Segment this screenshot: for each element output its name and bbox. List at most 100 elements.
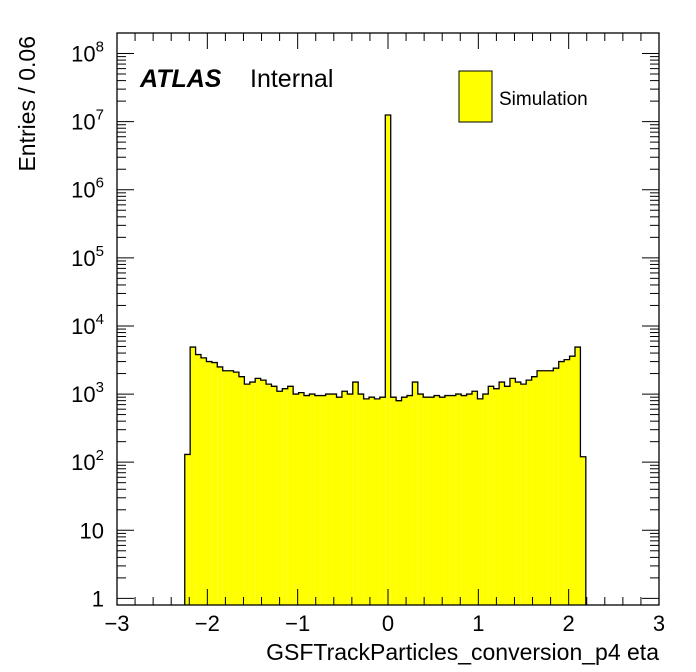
y-tick-label: 108 bbox=[71, 39, 104, 67]
histogram-bin bbox=[472, 391, 478, 605]
x-tick-label: −1 bbox=[285, 611, 310, 636]
histogram-bin bbox=[450, 395, 456, 605]
histogram-bin bbox=[249, 382, 256, 605]
x-axis-title: GSFTrackParticles_conversion_p4 eta bbox=[266, 639, 659, 665]
histogram-bin bbox=[293, 394, 299, 605]
y-tick-label: 10 bbox=[80, 518, 104, 543]
histogram-bin bbox=[466, 394, 473, 605]
x-tick-label: −3 bbox=[104, 611, 129, 636]
histogram-bin bbox=[488, 386, 494, 605]
legend-swatch bbox=[458, 70, 493, 123]
histogram-bin bbox=[482, 394, 489, 605]
histogram-bin bbox=[211, 362, 218, 605]
histogram-bin bbox=[255, 378, 261, 605]
histogram-bin bbox=[260, 380, 267, 605]
histogram-bin bbox=[363, 398, 370, 605]
histogram-bin bbox=[499, 382, 505, 605]
histogram-bin bbox=[428, 397, 435, 605]
x-tick-label: 1 bbox=[472, 611, 484, 636]
histogram-bin bbox=[569, 356, 575, 605]
histogram-bin bbox=[509, 378, 516, 605]
histogram-bin bbox=[553, 368, 559, 605]
histogram-bin bbox=[412, 382, 418, 605]
y-tick-label: 107 bbox=[71, 107, 104, 135]
histogram-bin bbox=[374, 398, 380, 605]
y-tick-label: 105 bbox=[71, 243, 104, 271]
histogram-bin bbox=[314, 395, 321, 605]
histogram-bin bbox=[477, 398, 483, 605]
histogram-bin bbox=[341, 391, 348, 605]
histogram-bin bbox=[195, 354, 202, 605]
histogram-bin bbox=[515, 382, 521, 605]
x-tick-label: 3 bbox=[653, 611, 665, 636]
histogram-bin bbox=[439, 397, 445, 605]
histogram-bin bbox=[190, 347, 196, 605]
histogram-bin bbox=[580, 456, 586, 605]
histogram-bin bbox=[493, 388, 500, 605]
y-tick-label: 1 bbox=[92, 586, 104, 611]
y-tick-label: 104 bbox=[71, 311, 104, 339]
y-axis-title: Entries / 0.06 bbox=[14, 36, 40, 172]
histogram-bin bbox=[298, 392, 304, 605]
histogram-bin bbox=[233, 372, 239, 605]
atlas-label: ATLAS bbox=[139, 65, 222, 93]
histogram-bin bbox=[396, 400, 402, 605]
histogram-bin bbox=[276, 391, 283, 605]
histogram-bin bbox=[282, 388, 288, 605]
histogram-bin bbox=[423, 397, 429, 605]
histogram-bin bbox=[287, 386, 294, 605]
histogram-bin bbox=[336, 397, 342, 605]
histogram-bin bbox=[444, 395, 451, 605]
histogram-bin bbox=[238, 376, 245, 605]
y-tick-label: 103 bbox=[71, 379, 104, 407]
histogram-bin bbox=[222, 370, 229, 605]
histogram-bin bbox=[385, 115, 391, 605]
histogram-bin bbox=[358, 394, 364, 605]
histogram-bin bbox=[303, 395, 310, 605]
histogram-bin bbox=[266, 384, 272, 605]
histogram-bin bbox=[547, 370, 554, 605]
histogram-bin bbox=[520, 384, 527, 605]
histogram-bin bbox=[504, 386, 510, 605]
histogram-bin bbox=[455, 394, 462, 605]
histogram-bin bbox=[558, 361, 565, 605]
histogram-bin bbox=[320, 395, 326, 605]
histogram-bin bbox=[206, 361, 212, 605]
atlas-sublabel: Internal bbox=[250, 65, 333, 93]
legend-label: Simulation bbox=[499, 89, 588, 110]
histogram-bin bbox=[271, 386, 277, 605]
histogram-bin bbox=[417, 394, 424, 605]
histogram-bin bbox=[574, 347, 581, 605]
histogram-bin bbox=[531, 376, 538, 605]
histogram-bin bbox=[352, 382, 359, 605]
histogram-layer bbox=[184, 114, 587, 605]
legend: Simulation bbox=[458, 70, 588, 123]
histogram-bin bbox=[461, 395, 467, 605]
histogram-bin bbox=[401, 397, 407, 605]
histogram-bin bbox=[217, 366, 223, 605]
histogram-bin bbox=[390, 397, 397, 605]
histogram-bin bbox=[537, 370, 543, 605]
histogram-bin bbox=[184, 454, 191, 605]
axis-layer: −3 −2 −1 0 1 2 3 1 10 102 103 104 105 106 107 108 bbox=[71, 32, 665, 636]
histogram-bin bbox=[564, 359, 570, 605]
histogram-bin bbox=[347, 394, 353, 605]
x-tick-label: −2 bbox=[195, 611, 220, 636]
histogram-bin bbox=[244, 384, 250, 605]
histogram-outline bbox=[184, 114, 587, 605]
histogram-bin bbox=[228, 370, 234, 605]
y-tick-label: 106 bbox=[71, 175, 104, 203]
histogram-bin bbox=[526, 380, 532, 605]
x-tick-label: 0 bbox=[382, 611, 394, 636]
histogram-bin bbox=[331, 394, 337, 605]
histogram-bin bbox=[406, 395, 413, 605]
histogram-bin bbox=[542, 370, 548, 605]
histogram-bin bbox=[325, 394, 332, 605]
histogram-bin bbox=[369, 397, 375, 605]
histogram-bin bbox=[309, 394, 315, 605]
histogram-bin bbox=[201, 357, 207, 605]
x-tick-label: 2 bbox=[563, 611, 575, 636]
histogram-bin bbox=[379, 397, 386, 605]
histogram-bin bbox=[434, 395, 440, 605]
